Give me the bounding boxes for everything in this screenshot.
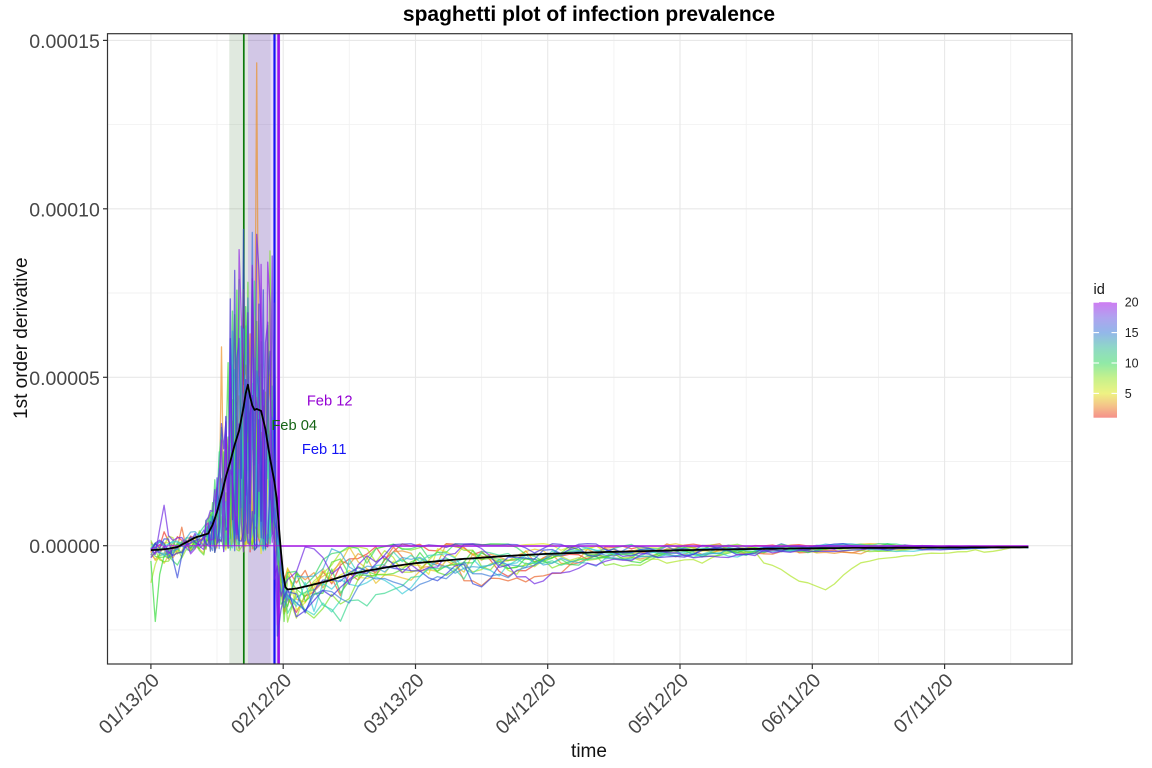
svg-text:0.00010: 0.00010 xyxy=(29,199,100,221)
svg-text:0.00015: 0.00015 xyxy=(29,31,100,53)
svg-text:1st order derivative: 1st order derivative xyxy=(11,257,32,419)
svg-text:Feb 11: Feb 11 xyxy=(302,442,347,458)
svg-text:spaghetti plot of infection pr: spaghetti plot of infection prevalence xyxy=(403,3,775,26)
svg-text:10: 10 xyxy=(1125,356,1139,370)
svg-text:Feb 04: Feb 04 xyxy=(271,418,317,434)
svg-text:0.00005: 0.00005 xyxy=(29,368,100,390)
svg-text:id: id xyxy=(1094,282,1105,298)
svg-text:0.00000: 0.00000 xyxy=(29,536,100,558)
svg-text:15: 15 xyxy=(1125,326,1139,340)
svg-text:5: 5 xyxy=(1125,387,1132,401)
svg-text:Feb 12: Feb 12 xyxy=(307,393,353,409)
svg-text:time: time xyxy=(571,741,607,762)
svg-text:20: 20 xyxy=(1125,296,1139,310)
